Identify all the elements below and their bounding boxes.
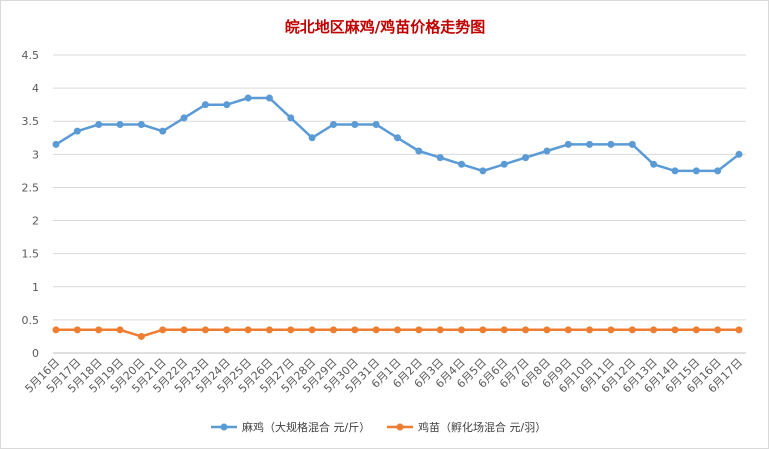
y-tick-label: 1 bbox=[32, 281, 39, 294]
data-point bbox=[735, 326, 743, 334]
data-point bbox=[415, 147, 423, 155]
data-point bbox=[159, 127, 167, 135]
data-point bbox=[415, 326, 423, 334]
data-point bbox=[607, 326, 615, 334]
y-tick-label: 3.5 bbox=[22, 115, 40, 128]
y-tick-label: 0 bbox=[32, 347, 39, 360]
legend-swatch-marker bbox=[220, 423, 228, 431]
data-point bbox=[607, 140, 615, 148]
y-tick-label: 0.5 bbox=[22, 314, 40, 327]
data-point bbox=[650, 160, 658, 168]
data-point bbox=[436, 154, 444, 162]
data-point bbox=[671, 167, 679, 175]
data-point bbox=[52, 326, 60, 334]
data-point bbox=[223, 101, 231, 109]
data-point bbox=[137, 121, 145, 129]
data-point bbox=[73, 127, 81, 135]
data-point bbox=[201, 326, 209, 334]
data-point bbox=[458, 160, 466, 168]
y-tick-label: 4 bbox=[32, 82, 39, 95]
data-point bbox=[223, 326, 231, 334]
data-point bbox=[329, 121, 337, 129]
data-point bbox=[458, 326, 466, 334]
data-point bbox=[201, 101, 209, 109]
data-point bbox=[372, 121, 380, 129]
data-point bbox=[351, 326, 359, 334]
data-point bbox=[116, 121, 124, 129]
data-point bbox=[180, 326, 188, 334]
data-point bbox=[564, 140, 572, 148]
data-point bbox=[479, 167, 487, 175]
data-point bbox=[159, 326, 167, 334]
data-point bbox=[543, 326, 551, 334]
data-point bbox=[95, 121, 103, 129]
legend-swatch-marker bbox=[396, 423, 404, 431]
y-tick-label: 1.5 bbox=[22, 248, 40, 261]
data-point bbox=[329, 326, 337, 334]
data-point bbox=[351, 121, 359, 129]
data-point bbox=[692, 326, 700, 334]
data-point bbox=[714, 167, 722, 175]
legend: 麻鸡（大规格混合 元/斤） 鸡苗（孵化场混合 元/羽） bbox=[211, 420, 546, 434]
data-point bbox=[586, 140, 594, 148]
data-point bbox=[394, 326, 401, 334]
y-tick-label: 2 bbox=[32, 215, 39, 228]
data-point bbox=[650, 326, 658, 334]
data-point bbox=[522, 326, 530, 334]
y-axis-ticks: 0 0.5 1 1.5 2 2.5 3 3.5 4 4.5 bbox=[22, 49, 40, 360]
data-point bbox=[436, 326, 444, 334]
y-tick-label: 2.5 bbox=[22, 181, 40, 194]
data-point bbox=[500, 326, 508, 334]
data-point bbox=[586, 326, 594, 334]
data-point bbox=[73, 326, 81, 334]
y-tick-label: 3 bbox=[32, 148, 39, 161]
gridlines bbox=[53, 54, 746, 354]
legend-label: 麻鸡（大规格混合 元/斤） bbox=[242, 420, 370, 434]
data-point bbox=[137, 332, 145, 340]
series-group bbox=[52, 94, 743, 340]
legend-label: 鸡苗（孵化场混合 元/羽） bbox=[418, 420, 546, 434]
data-point bbox=[628, 326, 636, 334]
data-point bbox=[265, 326, 273, 334]
data-point bbox=[500, 160, 508, 168]
series-1 bbox=[52, 94, 743, 175]
data-point bbox=[564, 326, 572, 334]
data-point bbox=[244, 94, 252, 102]
data-point bbox=[394, 134, 401, 142]
data-point bbox=[714, 326, 722, 334]
x-axis-ticks: 5月16日5月17日5月18日5月19日5月20日5月21日5月22日5月23日… bbox=[23, 356, 746, 396]
data-point bbox=[116, 326, 124, 334]
data-point bbox=[308, 134, 316, 142]
data-point bbox=[287, 326, 295, 334]
data-point bbox=[692, 167, 700, 175]
series-2 bbox=[52, 326, 743, 340]
data-point bbox=[479, 326, 487, 334]
y-tick-label: 4.5 bbox=[22, 49, 40, 62]
data-point bbox=[180, 114, 188, 122]
data-point bbox=[52, 140, 60, 148]
data-point bbox=[287, 114, 295, 122]
data-point bbox=[244, 326, 252, 334]
data-point bbox=[265, 94, 273, 102]
data-point bbox=[735, 150, 743, 158]
data-point bbox=[543, 147, 551, 155]
data-point bbox=[308, 326, 316, 334]
data-point bbox=[628, 140, 636, 148]
data-point bbox=[522, 154, 530, 162]
chart-title: 皖北地区麻鸡/鸡苗价格走势图 bbox=[285, 18, 485, 36]
data-point bbox=[95, 326, 103, 334]
data-point bbox=[372, 326, 380, 334]
data-point bbox=[671, 326, 679, 334]
